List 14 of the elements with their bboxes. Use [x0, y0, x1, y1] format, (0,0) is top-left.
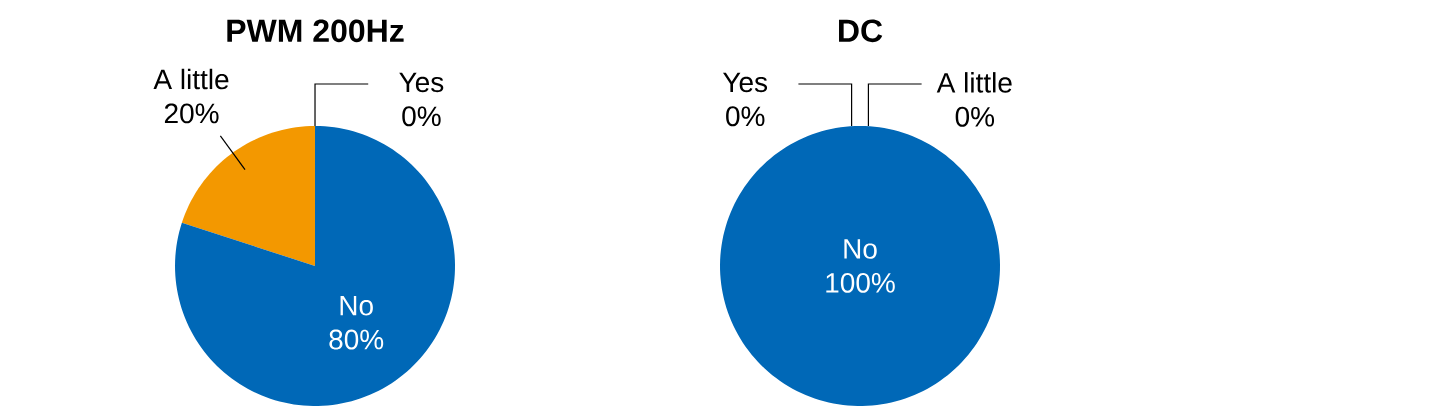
text: 0% — [955, 106, 995, 127]
data-label: 20% — [164, 103, 219, 124]
data-label: 80% — [329, 329, 384, 350]
slice-label: No — [844, 239, 877, 259]
text: 0% — [726, 106, 765, 127]
chart-title: DC — [839, 19, 883, 43]
data-label: 100% — [826, 272, 895, 293]
category-label: A little — [936, 72, 1012, 93]
slice-label: A little — [153, 68, 229, 90]
text: 0% — [402, 106, 441, 127]
chart-title: PWM 200Hz — [227, 19, 404, 43]
slice-label: No — [340, 295, 373, 316]
category-label: Yes — [723, 72, 768, 93]
category-label: Yes — [399, 72, 444, 93]
